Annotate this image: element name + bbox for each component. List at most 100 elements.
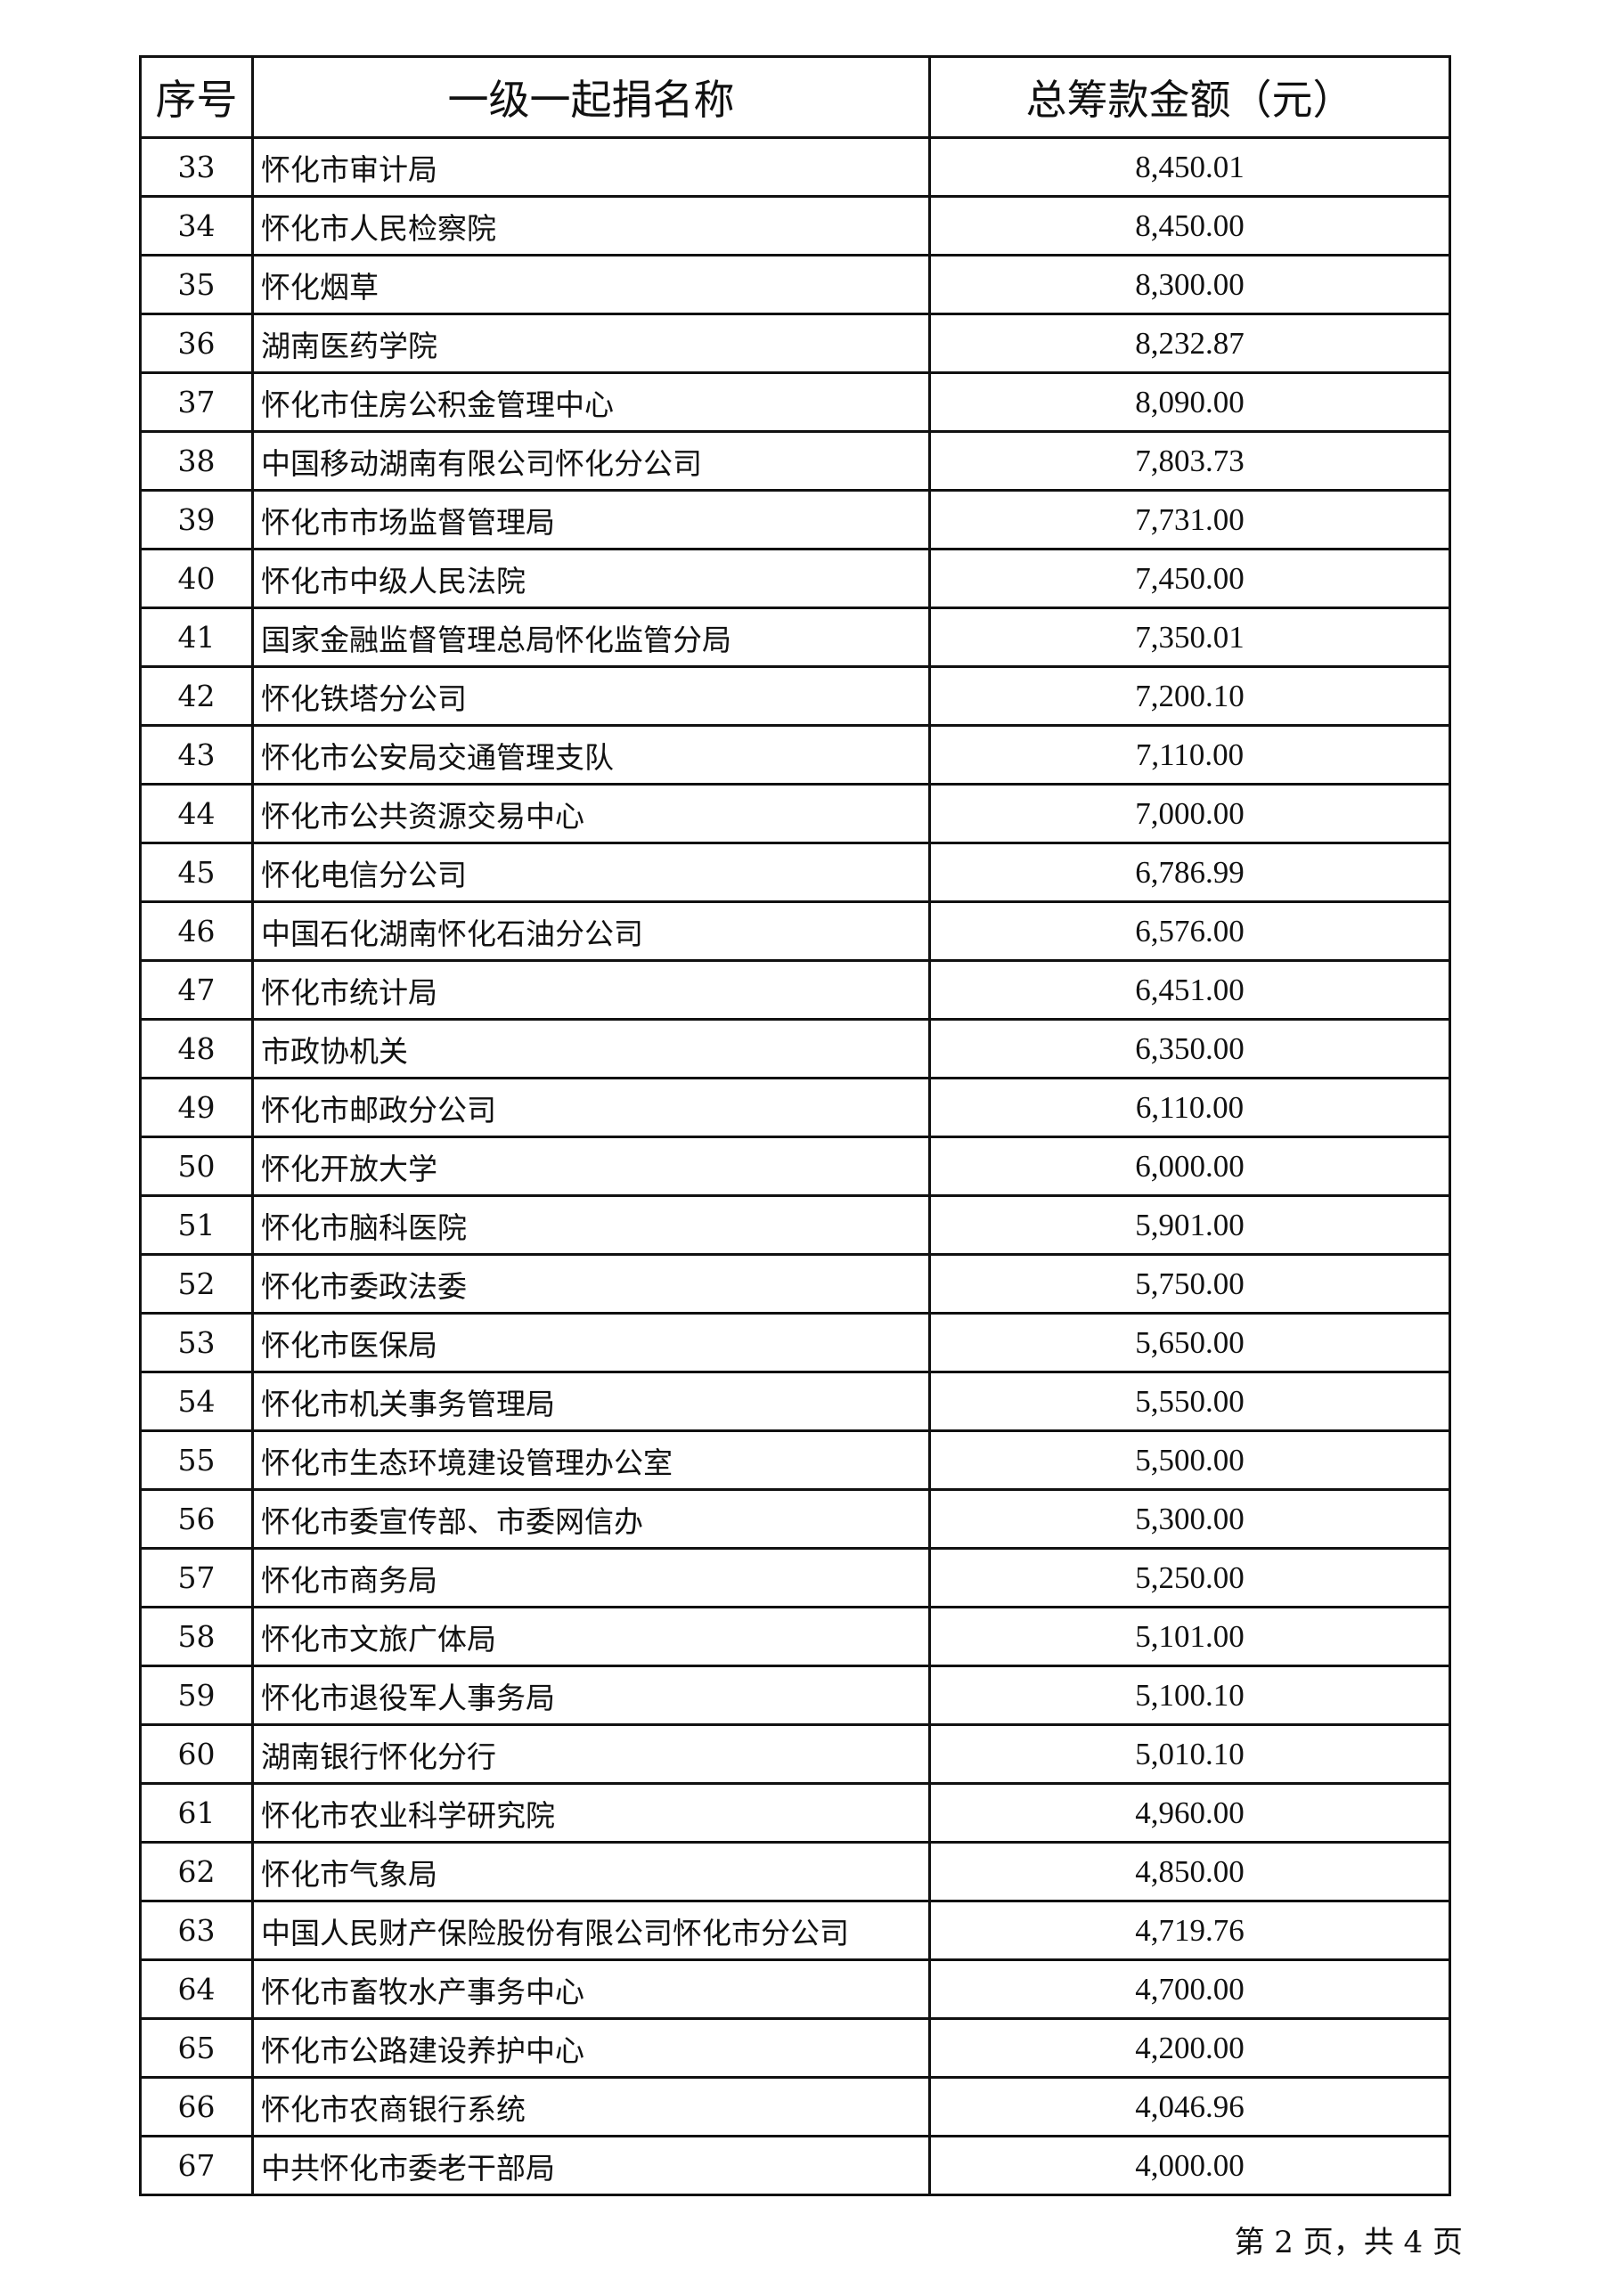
table-row: 49 怀化市邮政分公司 6,110.00 <box>139 1077 1451 1138</box>
row-index: 35 <box>139 254 254 315</box>
row-index: 34 <box>139 195 254 256</box>
row-amount: 4,000.00 <box>928 2135 1451 2196</box>
table-row: 55 怀化市生态环境建设管理办公室 5,500.00 <box>139 1429 1451 1491</box>
row-amount: 7,110.00 <box>928 724 1451 786</box>
table-row: 50 怀化开放大学 6,000.00 <box>139 1136 1451 1197</box>
table-row: 44 怀化市公共资源交易中心 7,000.00 <box>139 783 1451 844</box>
header-index: 序号 <box>139 55 254 139</box>
row-amount: 7,200.10 <box>928 665 1451 727</box>
row-index: 51 <box>139 1194 254 1256</box>
row-index: 42 <box>139 665 254 727</box>
row-name: 怀化市委宣传部、市委网信办 <box>251 1488 931 1550</box>
row-index: 58 <box>139 1606 254 1667</box>
table-row: 51 怀化市脑科医院 5,901.00 <box>139 1194 1451 1256</box>
row-index: 46 <box>139 900 254 962</box>
row-index: 37 <box>139 371 254 433</box>
row-amount: 7,803.73 <box>928 430 1451 492</box>
table-row: 40 怀化市中级人民法院 7,450.00 <box>139 548 1451 609</box>
table-row: 35 怀化烟草 8,300.00 <box>139 254 1451 315</box>
row-name: 怀化市文旅广体局 <box>251 1606 931 1667</box>
row-name: 怀化电信分公司 <box>251 842 931 903</box>
table-header-row: 序号 一级一起捐名称 总筹款金额（元） <box>139 55 1451 139</box>
row-index: 61 <box>139 1782 254 1844</box>
table-row: 43 怀化市公安局交通管理支队 7,110.00 <box>139 724 1451 786</box>
row-amount: 4,719.76 <box>928 1900 1451 1961</box>
row-amount: 5,101.00 <box>928 1606 1451 1667</box>
row-amount: 5,250.00 <box>928 1547 1451 1608</box>
table-row: 48 市政协机关 6,350.00 <box>139 1018 1451 1079</box>
row-amount: 6,350.00 <box>928 1018 1451 1079</box>
table-row: 65 怀化市公路建设养护中心 4,200.00 <box>139 2017 1451 2079</box>
table-row: 57 怀化市商务局 5,250.00 <box>139 1547 1451 1608</box>
row-index: 62 <box>139 1841 254 1902</box>
row-index: 33 <box>139 136 254 198</box>
row-amount: 6,451.00 <box>928 959 1451 1021</box>
row-index: 52 <box>139 1253 254 1315</box>
table-row: 61 怀化市农业科学研究院 4,960.00 <box>139 1782 1451 1844</box>
row-amount: 4,850.00 <box>928 1841 1451 1902</box>
row-name: 怀化市统计局 <box>251 959 931 1021</box>
row-name: 中国石化湖南怀化石油分公司 <box>251 900 931 962</box>
row-name: 中共怀化市委老干部局 <box>251 2135 931 2196</box>
table-row: 52 怀化市委政法委 5,750.00 <box>139 1253 1451 1315</box>
row-amount: 6,786.99 <box>928 842 1451 903</box>
row-amount: 8,450.01 <box>928 136 1451 198</box>
table-row: 39 怀化市市场监督管理局 7,731.00 <box>139 489 1451 550</box>
row-name: 怀化开放大学 <box>251 1136 931 1197</box>
row-name: 怀化市邮政分公司 <box>251 1077 931 1138</box>
row-index: 54 <box>139 1371 254 1432</box>
table-row: 63 中国人民财产保险股份有限公司怀化市分公司 4,719.76 <box>139 1900 1451 1961</box>
row-amount: 7,350.01 <box>928 607 1451 668</box>
row-index: 59 <box>139 1665 254 1726</box>
row-index: 67 <box>139 2135 254 2196</box>
table-row: 67 中共怀化市委老干部局 4,000.00 <box>139 2135 1451 2196</box>
table-row: 58 怀化市文旅广体局 5,101.00 <box>139 1606 1451 1667</box>
table-row: 56 怀化市委宣传部、市委网信办 5,300.00 <box>139 1488 1451 1550</box>
row-index: 38 <box>139 430 254 492</box>
table-row: 36 湖南医药学院 8,232.87 <box>139 313 1451 374</box>
row-amount: 5,500.00 <box>928 1429 1451 1491</box>
row-amount: 5,750.00 <box>928 1253 1451 1315</box>
table-row: 42 怀化铁塔分公司 7,200.10 <box>139 665 1451 727</box>
row-amount: 4,046.96 <box>928 2076 1451 2137</box>
row-amount: 5,650.00 <box>928 1312 1451 1373</box>
row-name: 怀化市公路建设养护中心 <box>251 2017 931 2079</box>
row-amount: 5,100.10 <box>928 1665 1451 1726</box>
row-amount: 8,090.00 <box>928 371 1451 433</box>
row-index: 64 <box>139 1958 254 2020</box>
row-amount: 5,550.00 <box>928 1371 1451 1432</box>
row-amount: 7,450.00 <box>928 548 1451 609</box>
table-row: 59 怀化市退役军人事务局 5,100.10 <box>139 1665 1451 1726</box>
row-index: 53 <box>139 1312 254 1373</box>
row-amount: 6,576.00 <box>928 900 1451 962</box>
header-amount: 总筹款金额（元） <box>928 55 1451 139</box>
row-index: 39 <box>139 489 254 550</box>
row-name: 国家金融监督管理总局怀化监管分局 <box>251 607 931 668</box>
row-name: 怀化市住房公积金管理中心 <box>251 371 931 433</box>
row-index: 36 <box>139 313 254 374</box>
row-amount: 5,300.00 <box>928 1488 1451 1550</box>
row-name: 怀化市人民检察院 <box>251 195 931 256</box>
row-name: 怀化烟草 <box>251 254 931 315</box>
row-index: 49 <box>139 1077 254 1138</box>
row-index: 55 <box>139 1429 254 1491</box>
table-row: 46 中国石化湖南怀化石油分公司 6,576.00 <box>139 900 1451 962</box>
row-index: 45 <box>139 842 254 903</box>
table-row: 62 怀化市气象局 4,850.00 <box>139 1841 1451 1902</box>
row-name: 怀化市农业科学研究院 <box>251 1782 931 1844</box>
row-name: 怀化市医保局 <box>251 1312 931 1373</box>
row-index: 50 <box>139 1136 254 1197</box>
row-index: 66 <box>139 2076 254 2137</box>
row-index: 56 <box>139 1488 254 1550</box>
table-row: 38 中国移动湖南有限公司怀化分公司 7,803.73 <box>139 430 1451 492</box>
row-amount: 5,901.00 <box>928 1194 1451 1256</box>
row-name: 怀化市商务局 <box>251 1547 931 1608</box>
row-index: 65 <box>139 2017 254 2079</box>
row-name: 中国移动湖南有限公司怀化分公司 <box>251 430 931 492</box>
row-name: 怀化市审计局 <box>251 136 931 198</box>
table-row: 37 怀化市住房公积金管理中心 8,090.00 <box>139 371 1451 433</box>
row-name: 怀化市畜牧水产事务中心 <box>251 1958 931 2020</box>
table-row: 53 怀化市医保局 5,650.00 <box>139 1312 1451 1373</box>
table-row: 47 怀化市统计局 6,451.00 <box>139 959 1451 1021</box>
table-row: 66 怀化市农商银行系统 4,046.96 <box>139 2076 1451 2137</box>
